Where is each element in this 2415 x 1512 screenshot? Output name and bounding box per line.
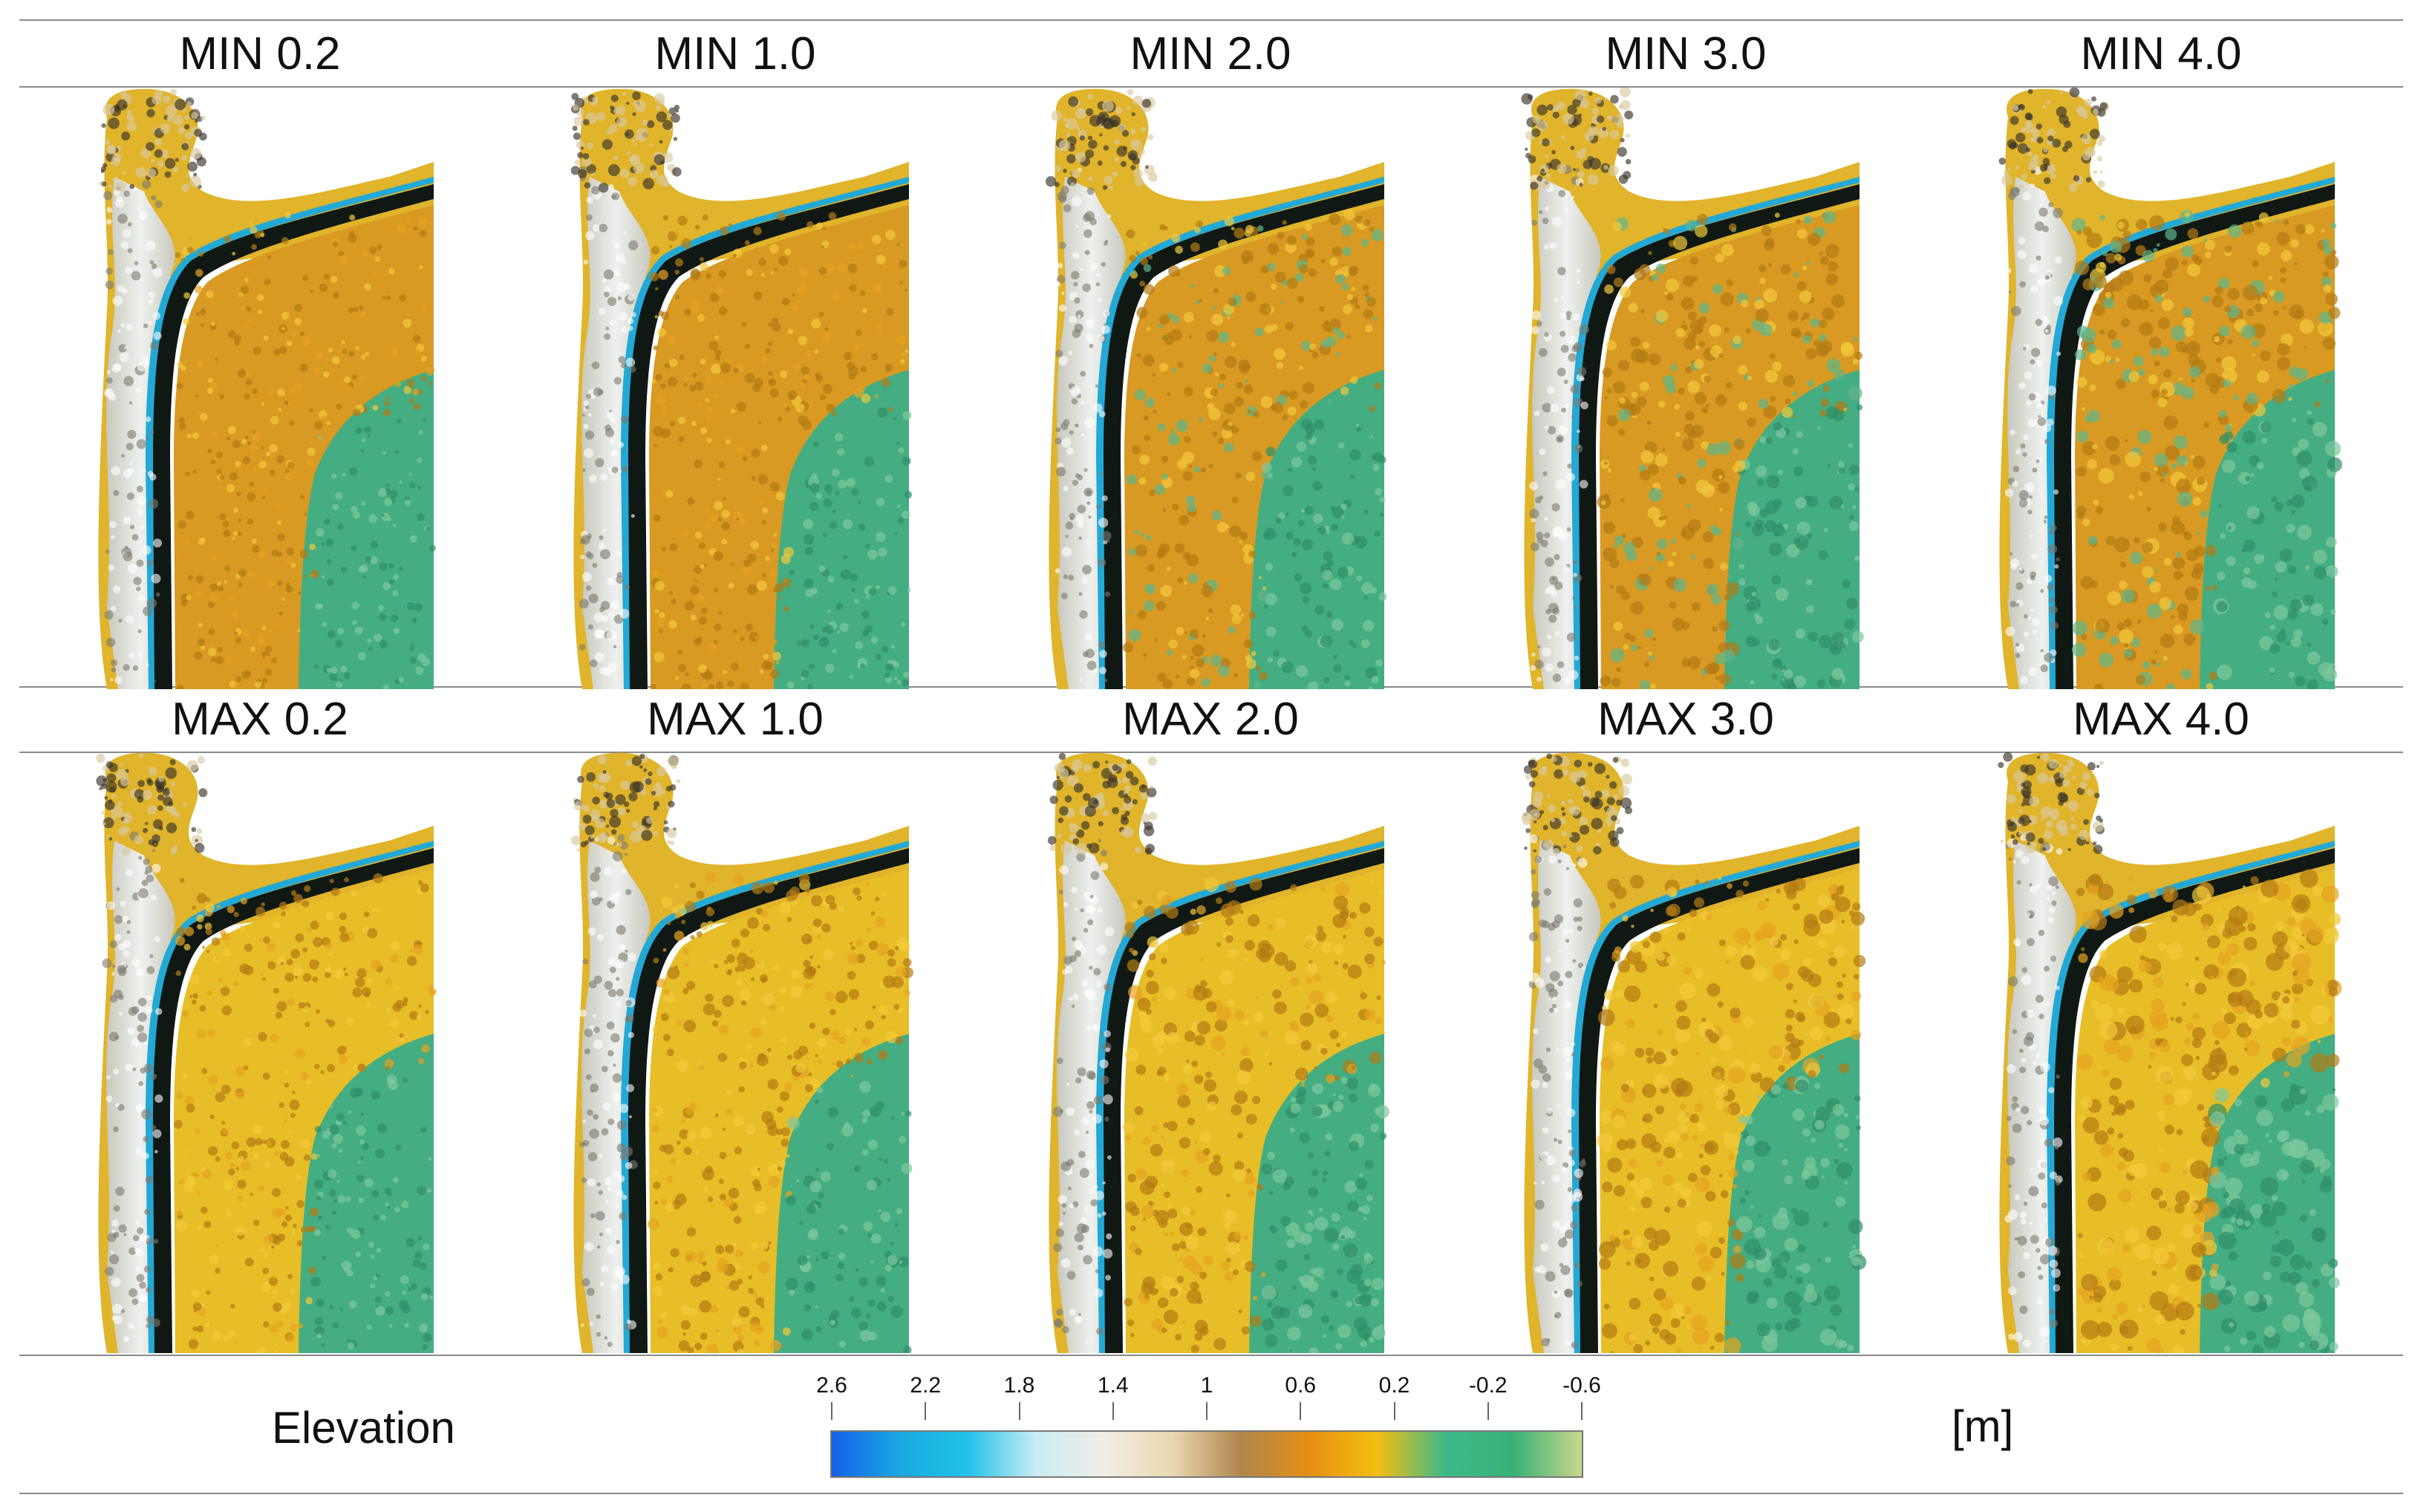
panel-title-min-4-0: MIN 4.0 — [2080, 28, 2242, 79]
panel-title-min-2-0: MIN 2.0 — [1130, 28, 1291, 79]
legend-tick-mark — [1487, 1402, 1489, 1420]
terrain-map — [1047, 752, 1389, 1353]
elevation-map-max-0-2 — [77, 752, 449, 1353]
elevation-map-min-0-2 — [77, 88, 449, 689]
legend-tick-mark — [1206, 1402, 1208, 1420]
panel-title-max-3-0: MAX 3.0 — [1597, 694, 1774, 745]
legend-tick-label: 1 — [1200, 1373, 1213, 1398]
elevation-map-min-2-0 — [1028, 88, 1399, 689]
elevation-map-min-3-0 — [1503, 88, 1874, 689]
legend-tick-label: -0.6 — [1562, 1373, 1601, 1398]
terrain-map — [1521, 752, 1867, 1353]
legend-separator-line — [19, 1355, 2403, 1356]
elevation-map-max-2-0 — [1028, 752, 1399, 1353]
terrain-map — [96, 752, 437, 1353]
terrain-map — [570, 752, 913, 1353]
legend-tick-mark — [1018, 1402, 1020, 1420]
terrain-map — [1998, 88, 2342, 689]
legend-tick-mark — [1393, 1402, 1395, 1420]
top-border-line — [19, 19, 2403, 21]
legend-tick-mark — [1581, 1402, 1583, 1420]
panel-title-max-1-0: MAX 1.0 — [647, 694, 824, 745]
elevation-map-max-4-0 — [1978, 752, 2350, 1353]
legend-unit: [m] — [1952, 1401, 2014, 1451]
header-separator-bottom-row — [19, 752, 2403, 753]
legend-tick-label: 1.8 — [1003, 1373, 1035, 1398]
elevation-colorbar — [830, 1430, 1583, 1478]
terrain-map — [570, 88, 913, 689]
panel-title-min-3-0: MIN 3.0 — [1605, 28, 1767, 79]
panel-title-min-1-0: MIN 1.0 — [654, 28, 816, 79]
legend-tick-mark — [1112, 1402, 1114, 1420]
legend-tick-label: -0.2 — [1468, 1373, 1508, 1398]
header-separator-top-row — [19, 86, 2403, 88]
elevation-map-min-1-0 — [553, 88, 924, 689]
legend-tick-label: 1.4 — [1097, 1373, 1129, 1398]
legend-tick-mark — [831, 1402, 832, 1420]
terrain-map — [1521, 88, 1864, 689]
elevation-map-max-1-0 — [553, 752, 924, 1353]
panel-title-max-4-0: MAX 4.0 — [2073, 694, 2249, 745]
terrain-map — [98, 88, 436, 689]
legend-tick-label: 0.6 — [1285, 1373, 1317, 1398]
terrain-map — [1998, 752, 2342, 1353]
bottom-border-line — [19, 1493, 2403, 1494]
terrain-map — [1045, 88, 1387, 689]
panel-title-min-0-2: MIN 0.2 — [179, 28, 341, 79]
panel-title-max-2-0: MAX 2.0 — [1122, 694, 1299, 745]
legend-tick-label: 2.6 — [816, 1373, 847, 1398]
elevation-map-min-4-0 — [1978, 88, 2350, 689]
legend-tick-label: 2.2 — [910, 1373, 942, 1398]
elevation-map-max-3-0 — [1503, 752, 1874, 1353]
legend-tick-mark — [1300, 1402, 1302, 1420]
legend-tick-mark — [925, 1402, 927, 1420]
legend-tick-label: 0.2 — [1378, 1373, 1410, 1398]
legend-title: Elevation — [272, 1403, 455, 1453]
panel-title-max-0-2: MAX 0.2 — [172, 694, 348, 745]
